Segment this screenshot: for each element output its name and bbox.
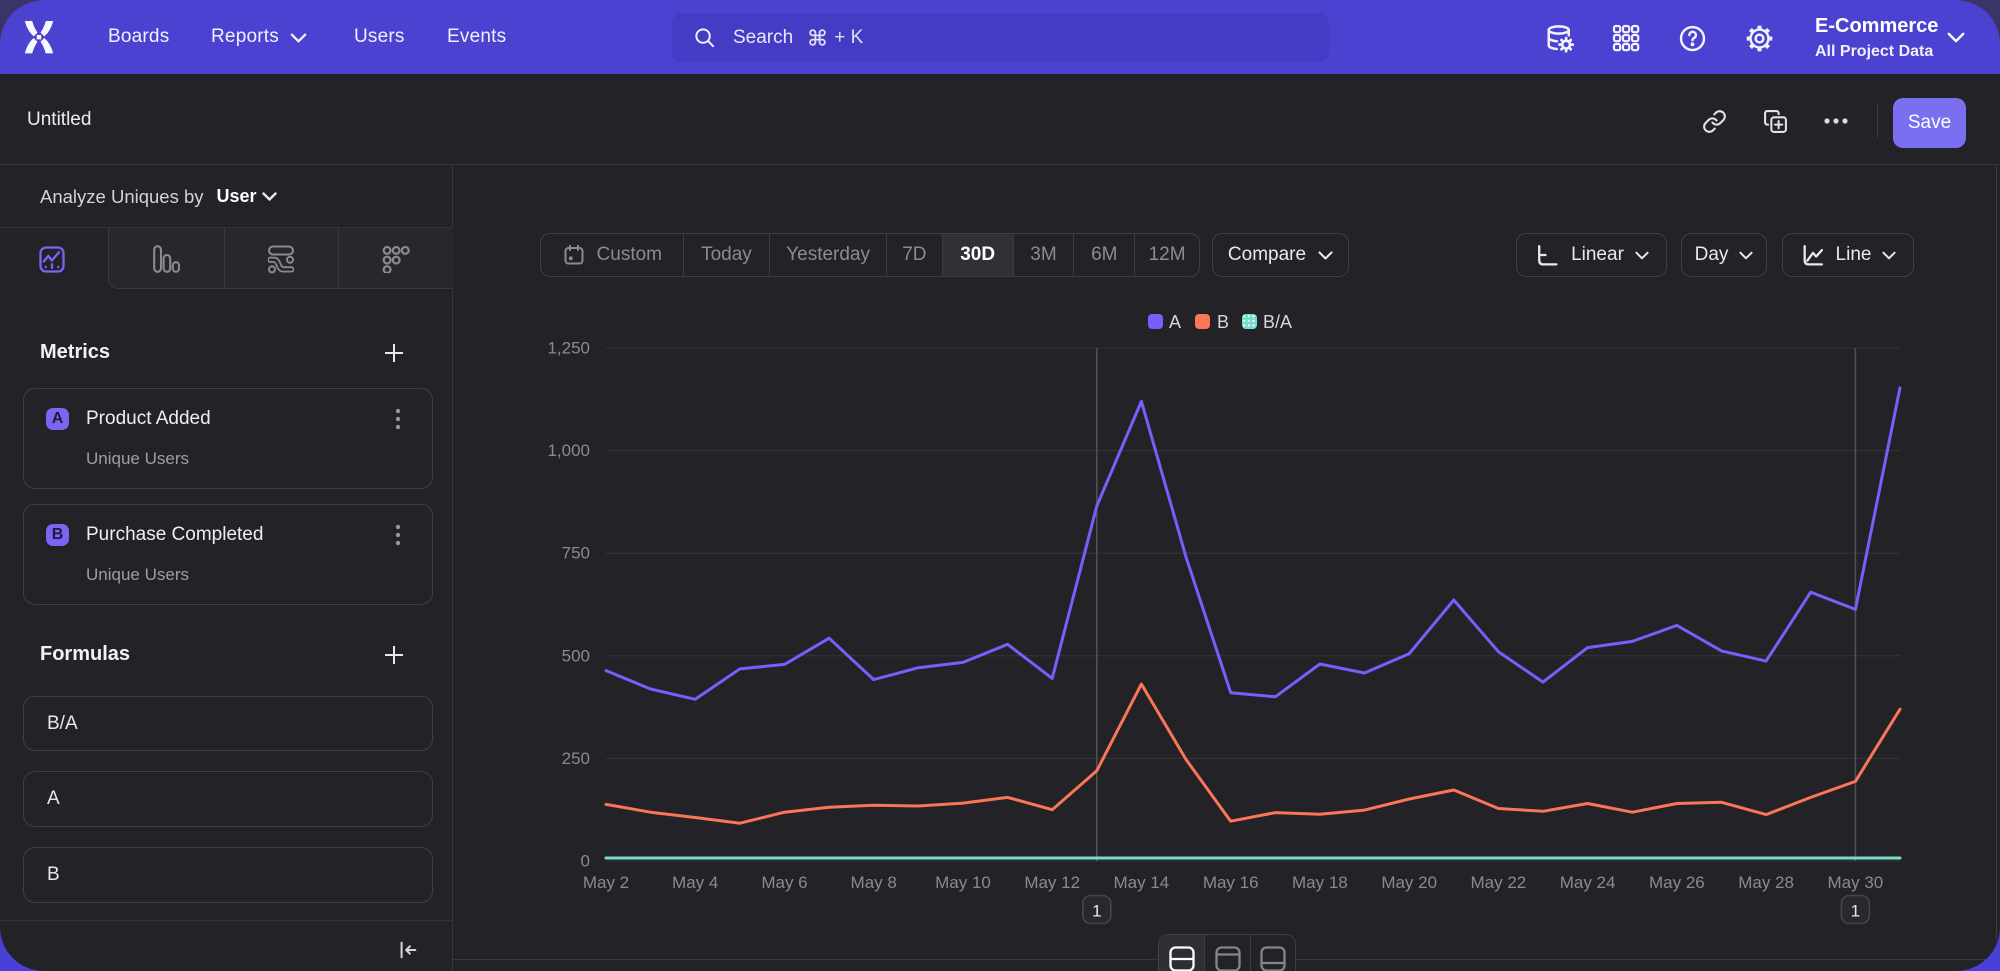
svg-text:May 2: May 2	[583, 873, 629, 892]
svg-text:May 18: May 18	[1292, 873, 1348, 892]
svg-text:May 14: May 14	[1114, 873, 1170, 892]
svg-text:May 26: May 26	[1649, 873, 1705, 892]
svg-text:0: 0	[581, 852, 590, 871]
svg-text:May 4: May 4	[672, 873, 718, 892]
svg-text:May 10: May 10	[935, 873, 991, 892]
svg-text:May 20: May 20	[1381, 873, 1437, 892]
svg-text:1,250: 1,250	[547, 339, 590, 358]
svg-text:500: 500	[562, 646, 590, 665]
svg-text:May 24: May 24	[1560, 873, 1616, 892]
svg-text:May 8: May 8	[851, 873, 897, 892]
svg-text:May 22: May 22	[1471, 873, 1527, 892]
svg-text:May 16: May 16	[1203, 873, 1259, 892]
svg-text:May 12: May 12	[1024, 873, 1080, 892]
svg-text:1: 1	[1092, 902, 1101, 921]
svg-text:750: 750	[562, 544, 590, 563]
svg-text:May 30: May 30	[1828, 873, 1884, 892]
svg-text:1: 1	[1851, 902, 1860, 921]
svg-text:May 28: May 28	[1738, 873, 1794, 892]
svg-text:May 6: May 6	[761, 873, 807, 892]
svg-text:1,000: 1,000	[547, 441, 590, 460]
svg-text:250: 250	[562, 749, 590, 768]
